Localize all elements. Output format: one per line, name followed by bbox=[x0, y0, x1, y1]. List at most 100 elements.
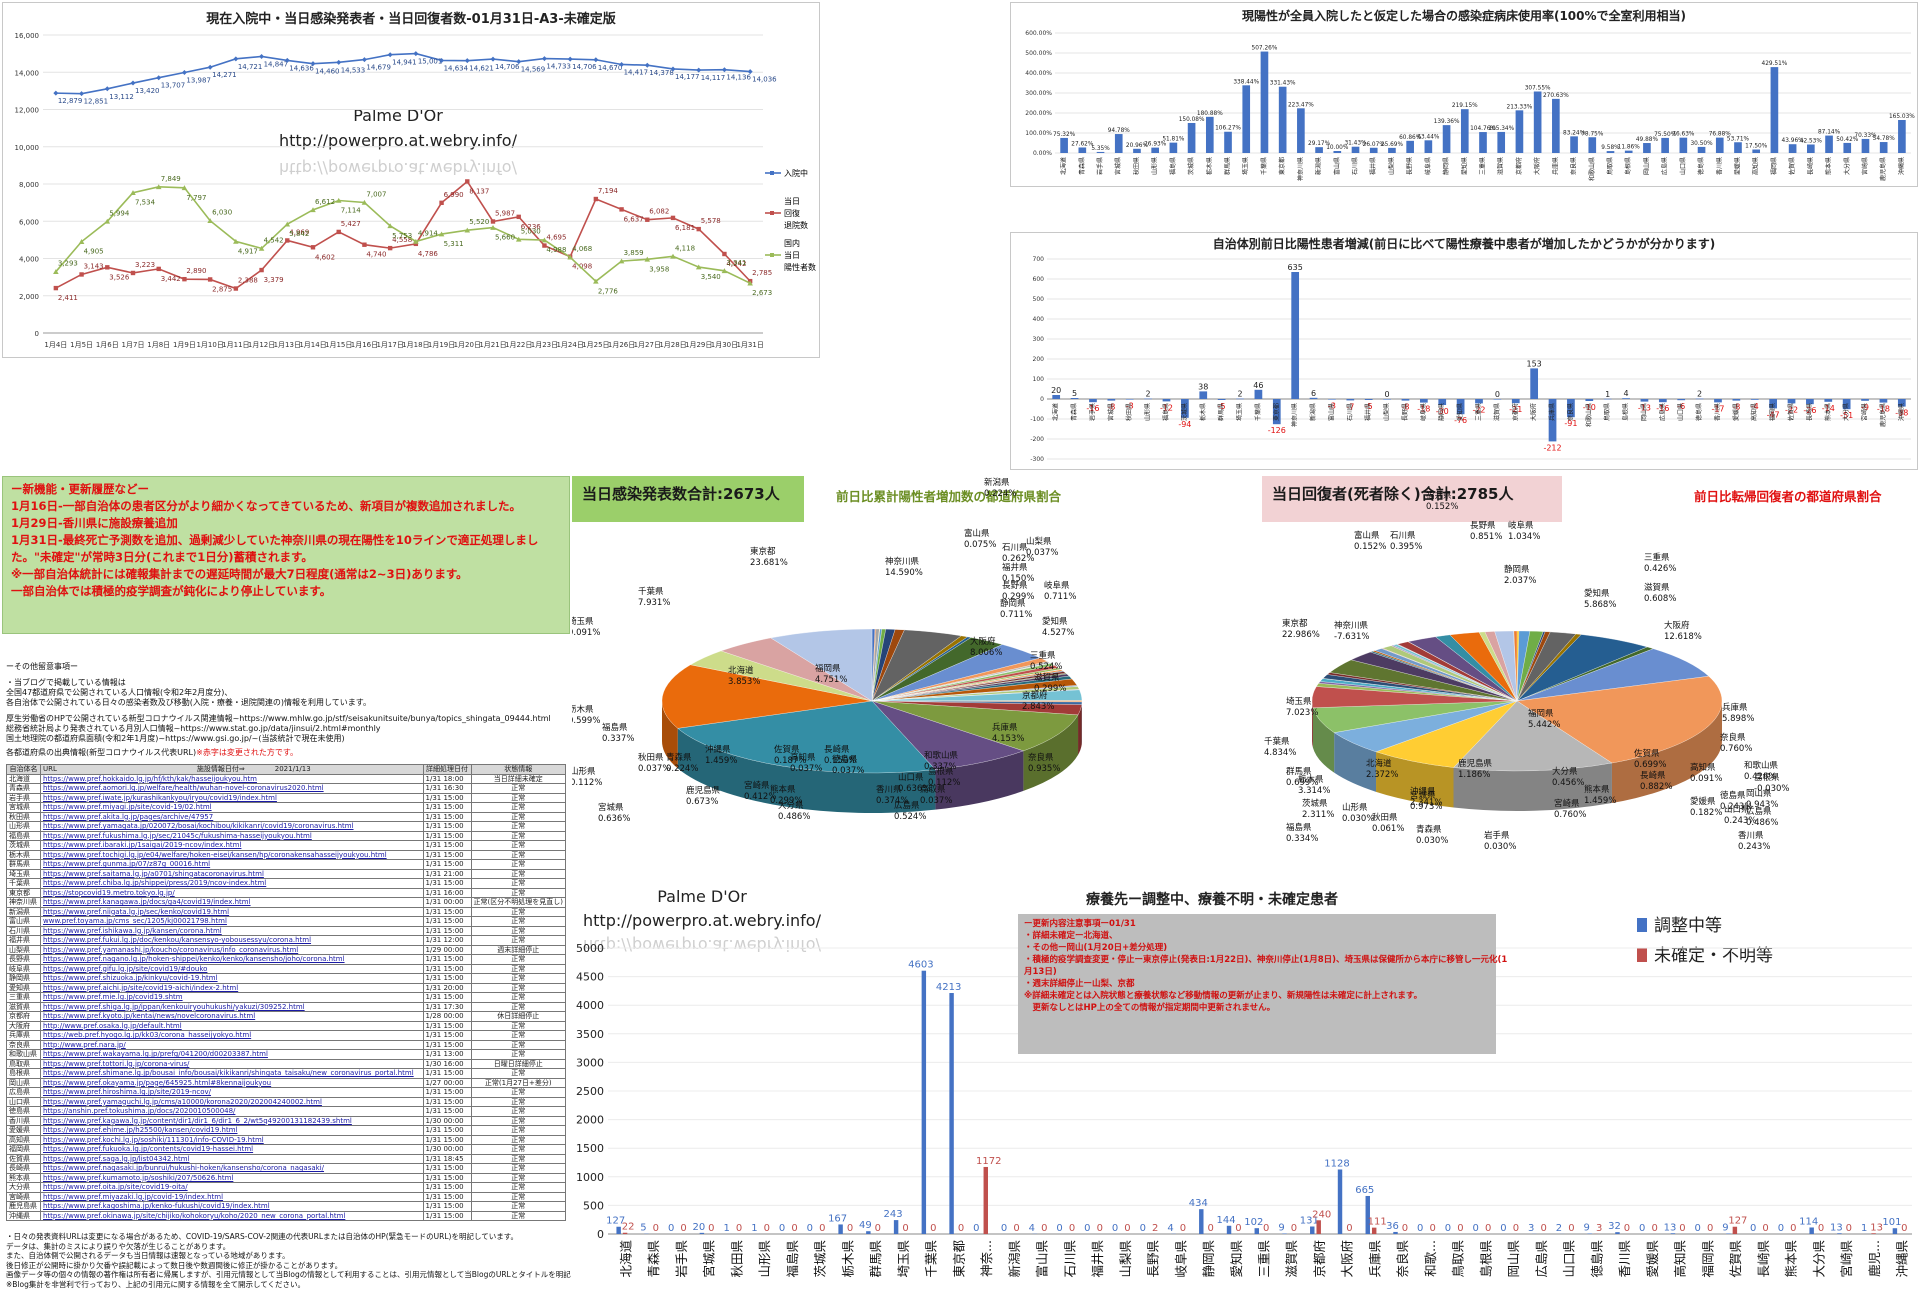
pie-left-header: 当日感染発表数合計:2673人 bbox=[572, 476, 804, 522]
bar bbox=[1530, 368, 1539, 399]
source-url-link[interactable]: https://www.pref.kumamoto.jp/soshiki/207… bbox=[40, 1172, 424, 1183]
source-url-link[interactable]: https://www.pref.shizuoka.jp/kinkyu/covi… bbox=[40, 973, 424, 984]
source-url-link[interactable]: https://www.pref.miyazaki.lg.jp/covid-19… bbox=[40, 1191, 424, 1202]
data-label: 14,706 bbox=[572, 63, 597, 71]
data-label: 42.53% bbox=[1800, 138, 1823, 144]
x-tick-label: 1月26日 bbox=[608, 341, 635, 349]
x-tick-label: 1月27日 bbox=[634, 341, 661, 349]
source-url-link[interactable]: https://www.pref.fukushima.lg.jp/sec/210… bbox=[40, 830, 424, 841]
source-url-link[interactable]: https://www.pref.wakayama.lg.jp/prefg/04… bbox=[40, 1049, 424, 1060]
x-tick-label: 群馬県 bbox=[1224, 157, 1232, 175]
x-tick-label: 愛知県 bbox=[1229, 1240, 1244, 1278]
source-url-link[interactable]: https://www.pref.chiba.lg.jp/shippei/pre… bbox=[40, 878, 424, 889]
data-label: 0 bbox=[764, 1223, 770, 1234]
source-url-link[interactable]: https://www.pref.gifu.lg.jp/site/covid19… bbox=[40, 963, 424, 974]
table-row: 山口県 https://www.pref.yamaguchi.lg.jp/cms/… bbox=[6, 1096, 567, 1107]
source-url-link[interactable]: https://www.pref.fukuoka.lg.jp/contents/… bbox=[40, 1144, 424, 1155]
table-row: 東京都 https://stopcovid19.metro.tokyo.lg.jp… bbox=[6, 887, 567, 898]
source-url-link[interactable]: https://www.pref.gunma.jp/07/z87g_00016.… bbox=[40, 859, 424, 870]
notice-line: ー更新内容注意事項ー01/31 bbox=[1024, 919, 1136, 929]
source-url-link[interactable]: https://www.pref.shiga.lg.jp/ippan/kenko… bbox=[40, 1001, 424, 1012]
data-label: 131 bbox=[1300, 1216, 1319, 1227]
data-point bbox=[387, 223, 393, 229]
data-label: 9.58% bbox=[1601, 145, 1620, 151]
pie-label: 大阪府 bbox=[970, 636, 996, 647]
x-tick-label: 大分県 bbox=[1811, 1240, 1826, 1278]
source-url-link[interactable]: https://anshin.pref.tokushima.jp/docs/20… bbox=[40, 1106, 424, 1117]
table-cell: 岐阜県 bbox=[6, 963, 41, 974]
table-cell: 1/31 00:00 bbox=[422, 897, 472, 908]
data-point bbox=[285, 238, 290, 243]
x-tick-label: 鳥取県 bbox=[1603, 403, 1611, 421]
x-tick-label: 鹿児... bbox=[1867, 1240, 1882, 1277]
source-url-link[interactable]: https://www.pref.ehime.jp/h25500/kansen/… bbox=[40, 1125, 424, 1136]
data-point bbox=[361, 199, 368, 205]
x-tick-label: 京都府 bbox=[1515, 157, 1523, 175]
pie-value: 0.673% bbox=[686, 797, 718, 807]
source-url-link[interactable]: https://www.pref.fukui.lg.jp/doc/kenkou/… bbox=[40, 935, 424, 946]
source-url-link[interactable]: https://www.pref.kochi.lg.jp/soshiki/111… bbox=[40, 1134, 424, 1145]
source-url-link[interactable]: https://www.pref.hokkaido.lg.jp/hf/kth/k… bbox=[40, 773, 424, 784]
legend-label: 入院中 bbox=[784, 168, 808, 178]
data-label: 5,753 bbox=[392, 232, 412, 240]
data-label: -14 bbox=[1822, 404, 1835, 413]
source-url-link[interactable]: http://www.pref.nara.jp/ bbox=[40, 1039, 424, 1050]
source-url-link[interactable]: https://www.pref.yamagata.jp/020072/bosa… bbox=[40, 821, 424, 832]
source-url-link[interactable]: https://www.pref.akita.lg.jp/pages/archi… bbox=[40, 811, 424, 822]
table-cell: 1/31 15:00 bbox=[422, 849, 472, 860]
source-url-link[interactable]: https://www.pref.iwate.jp/kurashikankyou… bbox=[40, 792, 424, 803]
source-url-link[interactable]: https://www.pref.saitama.lg.jp/a0701/shi… bbox=[40, 868, 424, 879]
source-url-link[interactable]: https://www.pref.ishikawa.lg.jp/kansen/c… bbox=[40, 925, 424, 936]
source-url-link[interactable]: https://stopcovid19.metro.tokyo.lg.jp/ bbox=[40, 887, 424, 898]
source-url-link[interactable]: https://www.pref.saga.lg.jp/list04342.ht… bbox=[40, 1153, 424, 1164]
source-url-link[interactable]: https://www.pref.mie.lg.jp/covid19.shtm bbox=[40, 992, 424, 1003]
source-url-link[interactable]: https://www.pref.nagano.lg.jp/hoken-ship… bbox=[40, 954, 424, 965]
pie-value: 0.030% bbox=[1416, 836, 1448, 846]
bar bbox=[1456, 399, 1465, 415]
source-url-link[interactable]: https://www.pref.aichi.jp/site/covid19-a… bbox=[40, 982, 424, 993]
source-url-link[interactable]: https://www.pref.hiroshima.lg.jp/site/20… bbox=[40, 1087, 424, 1098]
y-tick-label: 700 bbox=[1033, 256, 1045, 263]
bar bbox=[1622, 398, 1630, 399]
bar bbox=[1419, 399, 1428, 403]
source-url-link[interactable]: https://www.pref.aomori.lg.jp/welfare/he… bbox=[40, 783, 424, 794]
source-url-link[interactable]: https://www.pref.kagoshima.jp/kenko-fuku… bbox=[40, 1201, 424, 1212]
source-url-link[interactable]: https://www.pref.kyoto.jp/kentai/news/no… bbox=[40, 1011, 424, 1022]
source-url-link[interactable]: https://www.pref.oita.jp/site/covid19-oi… bbox=[40, 1182, 424, 1193]
data-label: -13 bbox=[1638, 404, 1651, 413]
source-url-link[interactable]: https://web.pref.hyogo.lg.jp/kk03/corona… bbox=[40, 1030, 424, 1041]
data-label: 9 bbox=[1584, 1222, 1590, 1233]
source-url-link[interactable]: https://www.pref.tottori.lg.jp/corona-vi… bbox=[40, 1058, 424, 1069]
table-cell: 1/31 15:00 bbox=[422, 954, 472, 965]
source-url-link[interactable]: https://www.pref.yamanashi.jp/koucho/cor… bbox=[40, 944, 424, 955]
source-url-link[interactable]: www.pref.toyama.jp/cms_sec/1205/kj000217… bbox=[40, 916, 424, 927]
source-url-link[interactable]: https://www.pref.ibaraki.jp/1saigai/2019… bbox=[40, 840, 424, 851]
data-label: 106.27% bbox=[1215, 126, 1241, 132]
source-url-link[interactable]: https://www.pref.yamaguchi.lg.jp/cms/a10… bbox=[40, 1096, 424, 1107]
bar-adjusting bbox=[949, 993, 954, 1234]
table-cell: 神奈川県 bbox=[6, 897, 41, 908]
data-point bbox=[593, 278, 599, 284]
source-url-link[interactable]: https://www.pref.kagawa.lg.jp/content/di… bbox=[40, 1115, 424, 1126]
data-label: 4,914 bbox=[418, 229, 439, 237]
source-url-link[interactable]: https://www.pref.shimane.lg.jp/bousai_in… bbox=[40, 1068, 424, 1079]
update-line: た。"未確定"が常時3日分(これまで1日分)蓄積されます。 bbox=[11, 550, 313, 564]
data-point bbox=[696, 67, 702, 73]
source-url-link[interactable]: https://www.pref.tochigi.lg.jp/e04/welfa… bbox=[40, 849, 424, 860]
data-label: 6 bbox=[1311, 389, 1316, 398]
source-url-link[interactable]: http://www.pref.osaka.lg.jp/default.html bbox=[40, 1020, 424, 1031]
source-url-link[interactable]: https://www.pref.miyagi.jp/site/covid-19… bbox=[40, 802, 424, 813]
table-row: 福島県 https://www.pref.fukushima.lg.jp/sec/… bbox=[6, 830, 567, 841]
source-url-link[interactable]: https://www.pref.okayama.jp/page/645925.… bbox=[40, 1077, 424, 1088]
data-label: -3 bbox=[1328, 402, 1336, 411]
source-url-link[interactable]: https://www.pref.okinawa.jp/site/chijiko… bbox=[40, 1210, 424, 1221]
table-row: 佐賀県 https://www.pref.saga.lg.jp/list04342… bbox=[6, 1153, 567, 1164]
source-url-link[interactable]: https://www.pref.nagasaki.jp/bunrui/huku… bbox=[40, 1163, 424, 1174]
source-url-link[interactable]: https://www.pref.kanagawa.jp/docs/ga4/co… bbox=[40, 897, 424, 908]
bar bbox=[1089, 399, 1097, 403]
source-url-link[interactable]: https://www.pref.niigata.lg.jp/sec/kenko… bbox=[40, 906, 424, 917]
x-tick-label: 岐阜県 bbox=[1173, 1240, 1188, 1278]
watermark-url-reflection: http://powerpro.at.webry.info/ bbox=[583, 936, 822, 955]
y-tick-label: -100 bbox=[1030, 416, 1044, 423]
bar bbox=[1460, 109, 1469, 153]
